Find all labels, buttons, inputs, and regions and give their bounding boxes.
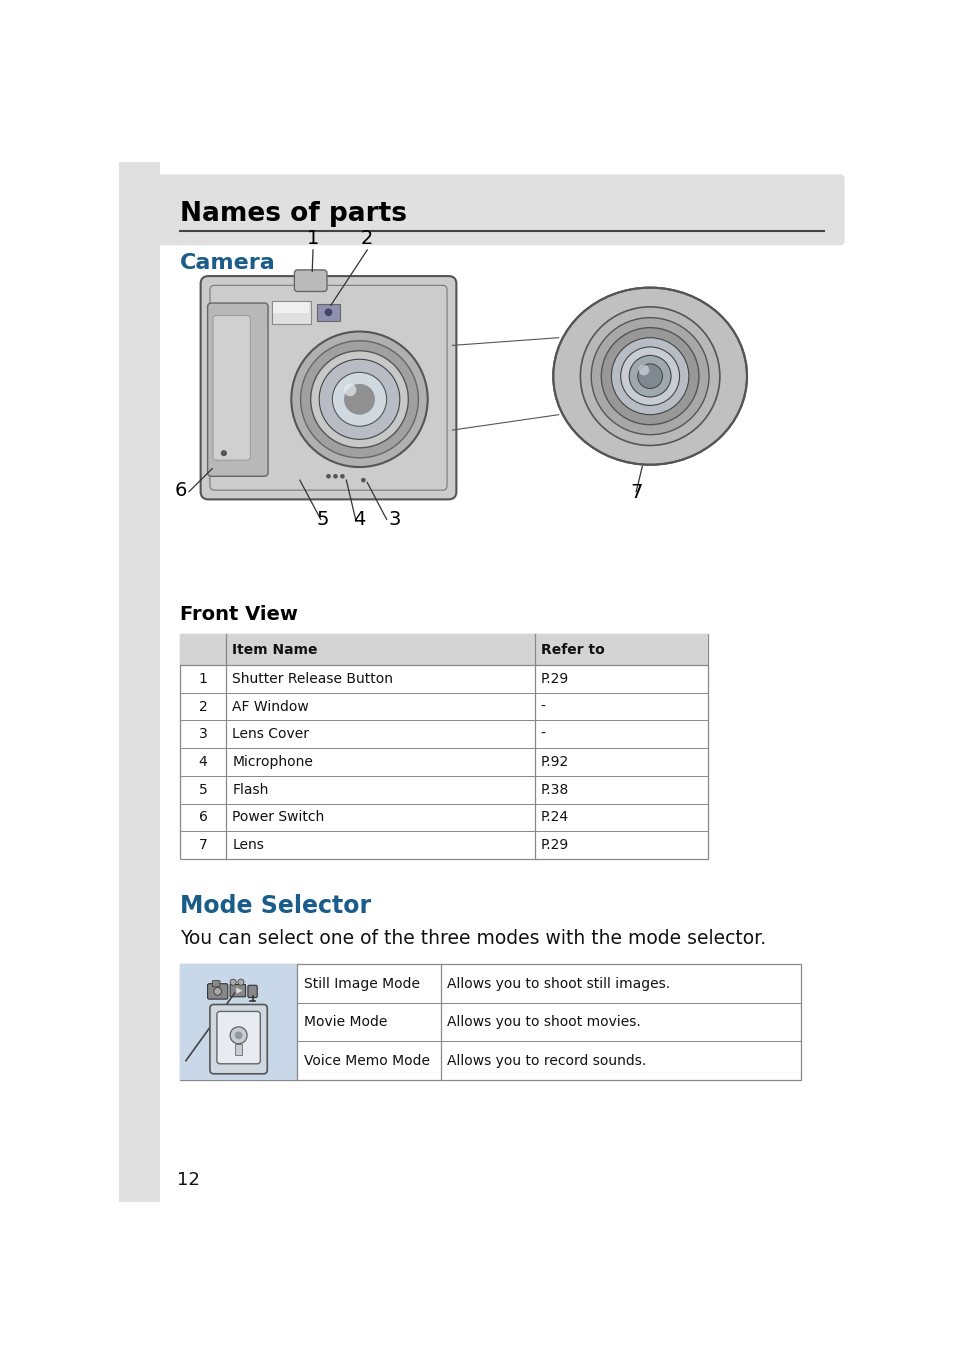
- Circle shape: [611, 338, 688, 415]
- Circle shape: [591, 317, 708, 435]
- Bar: [179, 965, 801, 1079]
- Text: AF Window: AF Window: [233, 700, 309, 713]
- FancyBboxPatch shape: [154, 174, 843, 246]
- Text: Lens: Lens: [233, 838, 264, 852]
- Circle shape: [234, 1031, 242, 1039]
- Text: -: -: [540, 700, 545, 713]
- Text: Microphone: Microphone: [233, 755, 313, 769]
- Text: 3: 3: [198, 727, 207, 742]
- Circle shape: [213, 988, 221, 996]
- Bar: [316, 304, 340, 320]
- Text: 4: 4: [198, 755, 207, 769]
- Circle shape: [220, 450, 227, 457]
- FancyBboxPatch shape: [230, 985, 245, 997]
- Text: P.38: P.38: [540, 782, 569, 797]
- Ellipse shape: [553, 288, 746, 465]
- Text: 2: 2: [360, 228, 373, 247]
- Text: -: -: [540, 727, 545, 742]
- Circle shape: [319, 359, 399, 439]
- Circle shape: [300, 340, 418, 458]
- Text: Names of parts: Names of parts: [179, 201, 406, 227]
- Text: 1: 1: [198, 671, 207, 686]
- Circle shape: [326, 474, 331, 478]
- Circle shape: [340, 474, 344, 478]
- Circle shape: [230, 979, 236, 985]
- Text: Front View: Front View: [179, 605, 297, 624]
- FancyBboxPatch shape: [248, 985, 257, 997]
- Text: 1: 1: [307, 228, 319, 247]
- Text: Item Name: Item Name: [233, 643, 317, 657]
- FancyBboxPatch shape: [208, 303, 268, 477]
- Text: Allows you to shoot movies.: Allows you to shoot movies.: [447, 1015, 640, 1029]
- FancyBboxPatch shape: [208, 984, 228, 1000]
- Text: Flash: Flash: [233, 782, 269, 797]
- FancyBboxPatch shape: [213, 315, 250, 461]
- Text: Refer to: Refer to: [540, 643, 604, 657]
- Circle shape: [333, 474, 337, 478]
- Bar: [272, 301, 311, 324]
- Bar: [179, 634, 707, 665]
- Circle shape: [600, 328, 699, 424]
- Text: You can select one of the three modes with the mode selector.: You can select one of the three modes wi…: [179, 929, 765, 948]
- Text: 3: 3: [388, 509, 400, 528]
- Text: Allows you to shoot still images.: Allows you to shoot still images.: [447, 977, 670, 990]
- Circle shape: [311, 351, 408, 447]
- FancyBboxPatch shape: [294, 270, 327, 292]
- Text: 4: 4: [353, 509, 365, 528]
- Circle shape: [620, 347, 679, 405]
- Circle shape: [579, 307, 720, 446]
- Text: 6: 6: [198, 811, 207, 824]
- Circle shape: [638, 365, 649, 376]
- Text: 5: 5: [316, 509, 329, 528]
- Bar: [179, 965, 297, 1079]
- Text: Voice Memo Mode: Voice Memo Mode: [303, 1054, 429, 1067]
- Bar: [179, 634, 707, 859]
- FancyBboxPatch shape: [212, 981, 220, 986]
- Text: 12: 12: [177, 1171, 200, 1189]
- Circle shape: [230, 1027, 247, 1044]
- Text: Lens Cover: Lens Cover: [233, 727, 309, 742]
- Text: 7: 7: [198, 838, 207, 852]
- Text: 2: 2: [198, 700, 207, 713]
- FancyBboxPatch shape: [216, 1012, 260, 1063]
- Bar: [234, 1044, 242, 1055]
- Text: Allows you to record sounds.: Allows you to record sounds.: [447, 1054, 645, 1067]
- Text: Mode Selector: Mode Selector: [179, 893, 371, 917]
- Polygon shape: [236, 988, 242, 994]
- Text: P.24: P.24: [540, 811, 568, 824]
- Text: 5: 5: [198, 782, 207, 797]
- Circle shape: [637, 363, 661, 389]
- Text: Shutter Release Button: Shutter Release Button: [233, 671, 393, 686]
- Circle shape: [237, 979, 244, 985]
- Bar: [274, 303, 309, 313]
- FancyBboxPatch shape: [210, 1005, 267, 1074]
- Circle shape: [344, 384, 356, 396]
- Text: 7: 7: [629, 482, 641, 501]
- Text: Camera: Camera: [179, 253, 275, 273]
- Circle shape: [344, 384, 375, 415]
- Text: Movie Mode: Movie Mode: [303, 1015, 387, 1029]
- Text: 6: 6: [175, 481, 187, 500]
- Bar: [119, 162, 159, 1202]
- Text: Power Switch: Power Switch: [233, 811, 324, 824]
- Text: P.92: P.92: [540, 755, 569, 769]
- Circle shape: [291, 331, 427, 467]
- Text: Still Image Mode: Still Image Mode: [303, 977, 419, 990]
- Text: P.29: P.29: [540, 671, 569, 686]
- Circle shape: [360, 478, 365, 482]
- Circle shape: [629, 355, 670, 397]
- Text: P.29: P.29: [540, 838, 569, 852]
- Circle shape: [332, 373, 386, 426]
- FancyBboxPatch shape: [200, 276, 456, 500]
- Circle shape: [324, 308, 332, 316]
